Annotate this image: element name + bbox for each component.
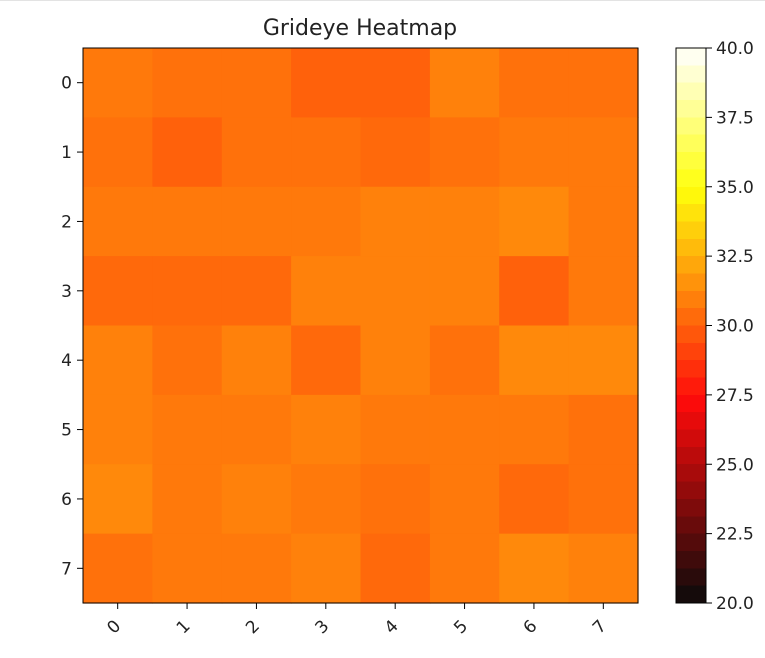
heatmap-cell-r1-c5 [429,117,500,188]
heatmap-cell-r4-c3 [291,325,362,396]
x-tick-label: 4 [381,616,403,638]
heatmap-cell-r7-c0 [83,533,153,604]
x-tick-label: 5 [450,616,472,638]
heatmap-cell-r5-c1 [152,394,223,465]
heatmap-cell-r5-c5 [429,394,500,465]
heatmap-cell-r0-c3 [291,48,362,118]
heatmap-cell-r2-c5 [429,186,500,257]
colorbar [675,47,707,604]
heatmap-cell-r7-c7 [568,533,639,604]
y-tick-label: 4 [61,351,72,371]
heatmap-cell-r1-c4 [360,117,431,188]
y-tick-label: 7 [61,559,72,579]
heatmap-cell-r0-c1 [152,48,223,118]
heatmap-cell-r4-c5 [429,325,500,396]
heatmap-cell-r6-c2 [221,464,292,535]
heatmap-cell-r4-c1 [152,325,223,396]
colorbar-tick-label: 20.0 [716,594,754,614]
x-tick-label: 3 [312,616,334,638]
y-tick-label: 5 [61,421,72,441]
heatmap-cell-r5-c3 [291,394,362,465]
plot-frame [82,47,639,604]
heatmap-cell-r2-c0 [83,186,153,257]
heatmap-cell-r5-c7 [568,394,639,465]
heatmap-cell-r6-c1 [152,464,223,535]
heatmap-cell-r0-c6 [499,48,570,118]
heatmap-cell-r5-c6 [499,394,570,465]
heatmap-cell-r3-c3 [291,256,362,327]
heatmap-cell-r0-c4 [360,48,431,118]
heatmap-cell-r3-c0 [83,256,153,327]
heatmap-cell-r4-c7 [568,325,639,396]
colorbar-tick-label: 35.0 [716,178,754,198]
heatmap-cell-r3-c2 [221,256,292,327]
chart-title: Grideye Heatmap [263,16,457,41]
heatmap-cell-r6-c3 [291,464,362,535]
heatmap-cell-r0-c7 [568,48,639,118]
colorbar-tick-label: 30.0 [716,317,754,337]
heatmap-cell-r1-c6 [499,117,570,188]
y-tick-label: 3 [61,282,72,302]
x-tick-label: 6 [520,616,542,638]
heatmap-cell-r7-c3 [291,533,362,604]
heatmap-cell-r2-c2 [221,186,292,257]
heatmap-cell-r3-c6 [499,256,570,327]
y-tick-label: 2 [61,212,72,232]
heatmap-cell-r1-c0 [83,117,153,188]
colorbar-tick-label: 25.0 [716,455,754,475]
heatmap-cell-r4-c0 [83,325,153,396]
heatmap-cell-r0-c0 [83,48,153,118]
heatmap-cell-r7-c1 [152,533,223,604]
heatmap-cell-r7-c2 [221,533,292,604]
heatmap-cell-r4-c4 [360,325,431,396]
y-tick-label: 0 [61,74,72,94]
heatmap-cell-r5-c2 [221,394,292,465]
heatmap-cell-r1-c3 [291,117,362,188]
heatmap-cell-r0-c2 [221,48,292,118]
heatmap-cell-r5-c4 [360,394,431,465]
heatmap-cell-r4-c2 [221,325,292,396]
heatmap-cell-r5-c0 [83,394,153,465]
x-tick-label: 1 [173,616,195,638]
heatmap-cell-r1-c2 [221,117,292,188]
x-tick-label: 0 [103,616,125,638]
heatmap-cell-r2-c7 [568,186,639,257]
heatmap-cell-r3-c5 [429,256,500,327]
heatmap-cell-r1-c7 [568,117,639,188]
heatmap-cell-r6-c7 [568,464,639,535]
y-tick-label: 1 [61,143,72,163]
heatmap-cell-r3-c7 [568,256,639,327]
heatmap-cell-r7-c4 [360,533,431,604]
heatmap-cell-r6-c5 [429,464,500,535]
heatmap-cell-r3-c4 [360,256,431,327]
y-tick-label: 6 [61,490,72,510]
heatmap-cell-r2-c6 [499,186,570,257]
heatmap-cell-r2-c3 [291,186,362,257]
heatmap-cell-r2-c4 [360,186,431,257]
heatmap-cell-r7-c5 [429,533,500,604]
colorbar-tick-label: 32.5 [716,247,754,267]
colorbar-tick-label: 40.0 [716,39,754,59]
x-tick-label: 7 [589,616,611,638]
colorbar-tick-label: 22.5 [716,525,754,545]
colorbar-tick-label: 27.5 [716,386,754,406]
heatmap-cell-r6-c4 [360,464,431,535]
heatmap-cell-r3-c1 [152,256,223,327]
colorbar-tick-label: 37.5 [716,108,754,128]
heatmap-cell-r6-c6 [499,464,570,535]
heatmap-cell-r1-c1 [152,117,223,188]
heatmap-cell-r4-c6 [499,325,570,396]
heatmap-cell-r7-c6 [499,533,570,604]
heatmap-cell-r0-c5 [429,48,500,118]
heatmap-cell-r6-c0 [83,464,153,535]
x-tick-label: 2 [242,616,264,638]
window-top-border [0,0,765,1]
heatmap-cell-r2-c1 [152,186,223,257]
